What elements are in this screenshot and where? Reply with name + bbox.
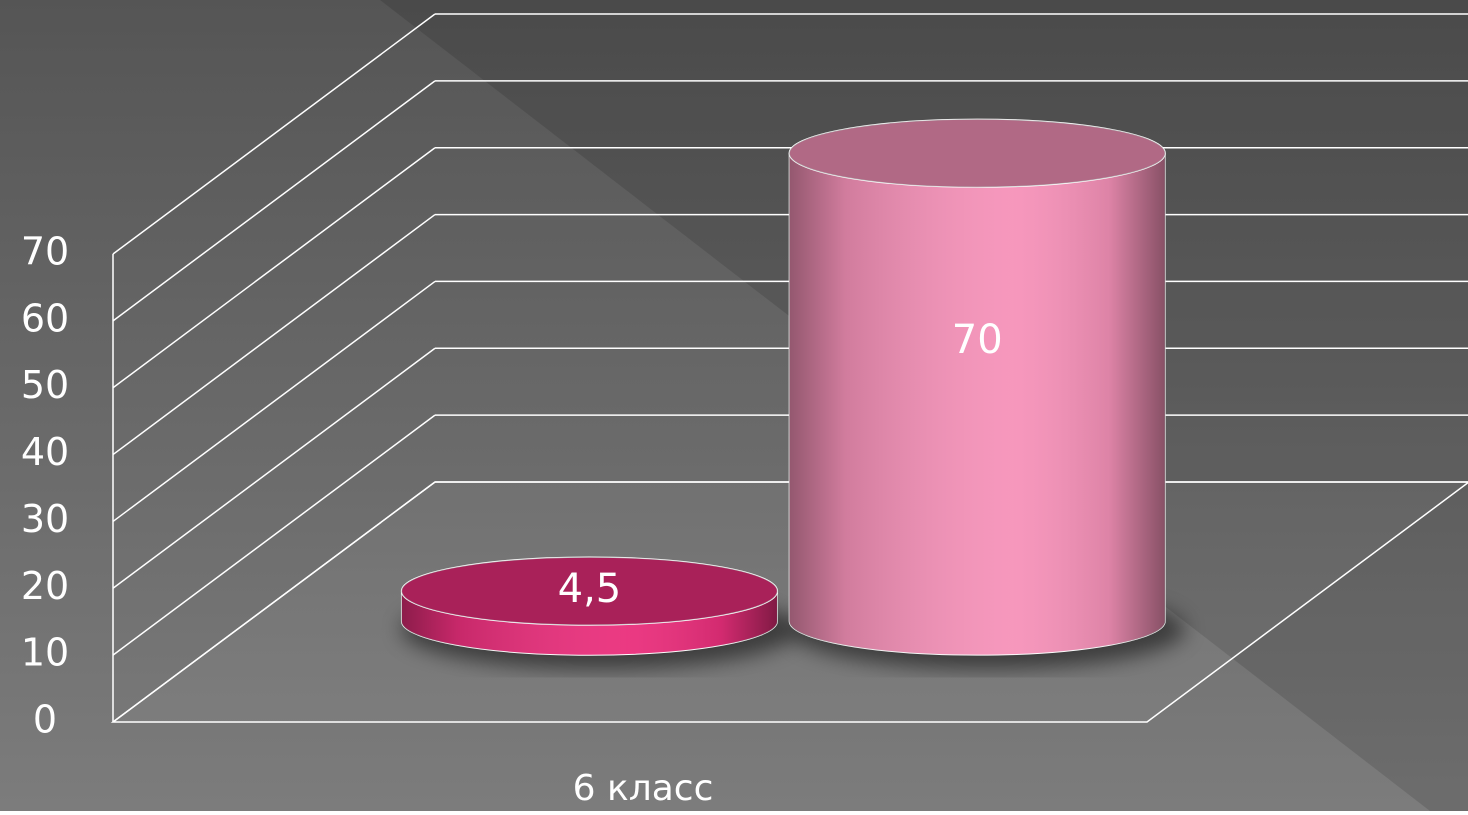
plot: 0 10 20 30 40 50 60 70 6 класс 4,5 70 <box>21 13 1468 809</box>
bar-shade <box>789 153 1166 656</box>
bar-top <box>788 118 1166 188</box>
y-tick-label: 40 <box>21 430 69 474</box>
grid-line <box>112 147 436 389</box>
y-tick-label: 30 <box>21 497 69 541</box>
y-tick-label: 60 <box>21 296 69 340</box>
grid-line <box>112 213 436 456</box>
y-tick-label: 70 <box>21 230 69 274</box>
x-tick-label: 6 класс <box>573 768 714 809</box>
bar-top-shade <box>789 119 1166 188</box>
grid-line <box>112 481 436 723</box>
data-label: 70 <box>952 317 1003 363</box>
y-tick-label: 20 <box>21 564 69 608</box>
y-tick-label: 10 <box>21 631 69 675</box>
y-tick-label: 50 <box>21 363 69 407</box>
grid-line <box>112 280 436 523</box>
bar-top-shade <box>401 557 778 626</box>
grid-line <box>112 80 436 322</box>
grid-line <box>112 414 436 656</box>
data-label: 4,5 <box>558 566 622 612</box>
y-tick-label: 0 <box>33 698 57 742</box>
bar-top <box>400 556 779 626</box>
grid-line <box>112 13 436 255</box>
grid-line <box>112 347 436 589</box>
